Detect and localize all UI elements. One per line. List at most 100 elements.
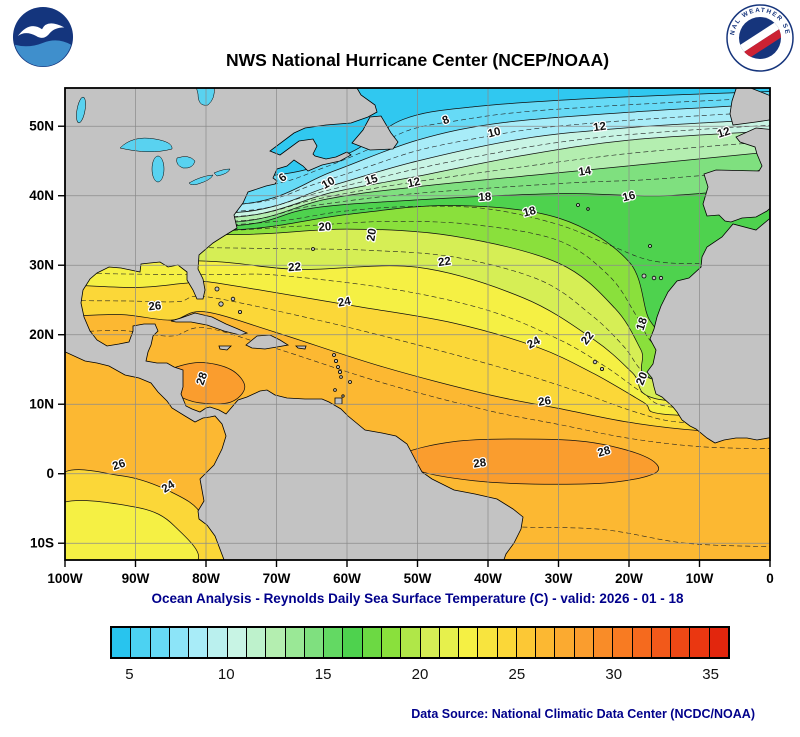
island-madeira [648, 244, 652, 248]
colorbar-cell [189, 628, 209, 657]
colorbar-tick-label: 15 [314, 666, 332, 683]
colorbar-cell [632, 628, 652, 657]
dashed-contour [65, 327, 770, 449]
island-barbados [348, 380, 352, 384]
lake-michigan [151, 155, 165, 183]
island-bahamas [237, 309, 242, 314]
lake-huron [176, 156, 196, 169]
contour-label: 18 [478, 191, 492, 204]
colorbar-cell [324, 628, 344, 657]
x-axis-label: 0 [766, 571, 774, 586]
contour-label: 10 [487, 126, 502, 141]
noaa-logo-sea [14, 40, 72, 67]
colorbar-tick-label: 10 [217, 666, 235, 683]
colorbar-cell [497, 628, 517, 657]
y-axis-label: 20N [29, 327, 54, 342]
colorbar-cell [285, 628, 305, 657]
lake-erie [188, 174, 214, 186]
island-hispaniola [245, 334, 290, 350]
colorbar-cell [150, 628, 170, 657]
island-canaries [651, 275, 657, 281]
map-axes: 50N 40N 30N 20N 10N 0 10S 100W 90W 80W 70W 60W 50W 40… [29, 119, 774, 586]
data-source-note: Data Source: National Climatic Data Cent… [411, 707, 755, 721]
x-axis-label: 30W [545, 571, 573, 586]
colorbar-cell [362, 628, 382, 657]
island-trinidad [334, 397, 343, 405]
x-axis-label: 90W [122, 571, 150, 586]
island-azores [576, 203, 580, 207]
colorbar-tick-label: 5 [125, 666, 134, 683]
x-axis-label: 40W [474, 571, 502, 586]
contour-label: 20 [318, 221, 332, 234]
colorbar-cell [439, 628, 460, 657]
contour-label: 18 [635, 316, 651, 332]
contour-label: 26 [111, 458, 127, 473]
colorbar-cell [594, 628, 614, 657]
lakes [76, 88, 231, 186]
x-axis-label: 10W [686, 571, 714, 586]
colorbar-cell [112, 628, 132, 657]
colorbar-cell [381, 628, 402, 657]
y-axis-label: 10N [29, 397, 54, 412]
island-jamaica [218, 345, 232, 351]
colorbar-cell [536, 628, 556, 657]
contour-label: 12 [716, 125, 732, 140]
graticule [65, 88, 770, 560]
nws-logo: NATIONAL WEATHER SERVICE [726, 4, 794, 72]
contour-label: 24 [337, 295, 352, 309]
colorbar-cell [131, 628, 151, 657]
dashed-contour [65, 272, 770, 412]
colorbar-cell [169, 628, 190, 657]
x-axis-label: 50W [404, 571, 432, 586]
island-puerto-rico [295, 345, 307, 350]
island-canaries [658, 275, 664, 281]
island-azores [586, 207, 590, 211]
island-antilles [333, 358, 338, 363]
lake-winnipeg [76, 96, 86, 124]
nws-logo-red-stripe [739, 24, 781, 59]
contour-label: 26 [148, 300, 162, 313]
colorbar-cell [401, 628, 421, 657]
island-bahamas [214, 286, 220, 292]
landmass-africa [646, 217, 770, 444]
x-axis-label: 80W [192, 571, 220, 586]
colorbar-cell [651, 628, 672, 657]
x-axis-label: 20W [615, 571, 643, 586]
contour-label: 12 [407, 176, 422, 190]
contour-line [65, 311, 770, 434]
island-tobago [341, 394, 345, 398]
landmass-british-isles [729, 88, 770, 126]
contour-label: 28 [473, 457, 488, 471]
noaa-logo [12, 6, 74, 68]
y-axis-label: 50N [29, 119, 54, 134]
island-bahamas [230, 296, 236, 302]
island-antilles [332, 353, 336, 357]
colorbar-cell [709, 628, 728, 657]
temperature-pocket [401, 438, 660, 485]
temperature-pocket [65, 500, 199, 560]
colorbar-labels: 5 10 15 20 25 30 35 [110, 666, 730, 688]
contour-label: 14 [578, 165, 593, 179]
colorbar [110, 626, 730, 659]
colorbar-cell [420, 628, 440, 657]
dashed-contour [65, 245, 770, 395]
island-bahamas [218, 301, 224, 307]
island-cape-verde [592, 359, 598, 365]
contour-label: 20 [365, 227, 379, 242]
island-antilles [336, 365, 340, 369]
landmass-iberia-france [702, 127, 770, 223]
landmasses [65, 88, 770, 560]
lake-ontario [213, 168, 231, 177]
contour-label: 26 [538, 395, 552, 409]
colorbar-cell [690, 628, 710, 657]
contour-line [65, 280, 770, 419]
island-grenada [333, 388, 337, 392]
colorbar-tick-label: 30 [605, 666, 623, 683]
colorbar-cell [266, 628, 286, 657]
island-newfoundland [351, 115, 399, 151]
y-axis-label: 40N [29, 188, 54, 203]
